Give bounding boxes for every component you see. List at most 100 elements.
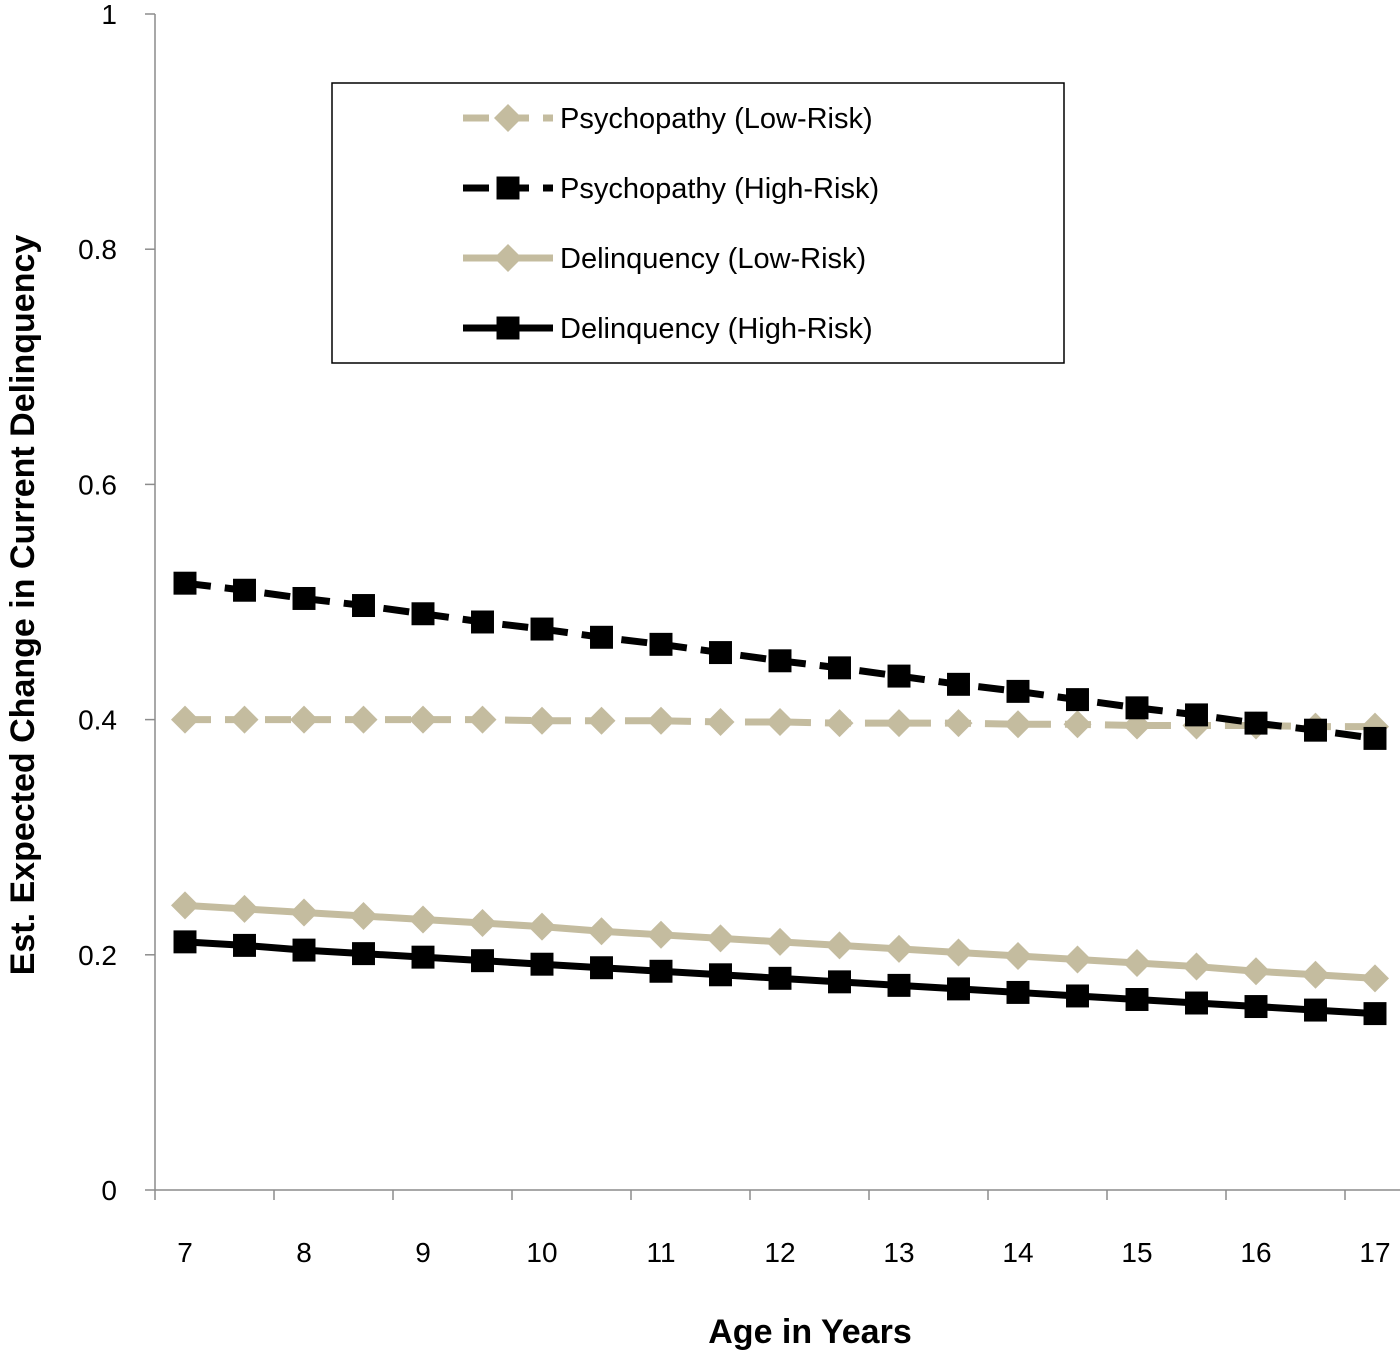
data-point: [173, 571, 197, 595]
y-tick-label: 0.4: [78, 705, 117, 736]
series-3: [171, 891, 1389, 993]
legend-box: [331, 82, 1065, 364]
data-point: [1244, 995, 1268, 1019]
x-tick-label: 17: [1359, 1237, 1390, 1268]
series-2: [173, 571, 1387, 750]
data-point: [471, 949, 494, 973]
data-point: [1301, 960, 1330, 989]
data-point: [530, 952, 554, 976]
legend-marker: [496, 176, 520, 200]
data-point: [887, 973, 911, 997]
data-point: [944, 709, 973, 738]
data-point: [409, 905, 437, 934]
data-point: [1185, 991, 1208, 1015]
data-point: [171, 705, 199, 734]
legend-marker: [494, 104, 522, 132]
data-point: [468, 909, 497, 938]
data-point: [1063, 945, 1092, 974]
data-point: [766, 927, 794, 956]
x-tick-label: 9: [415, 1237, 431, 1268]
data-point: [766, 707, 794, 736]
y-tick-label: 1: [101, 0, 117, 30]
data-point: [1242, 957, 1270, 986]
data-point: [292, 938, 316, 962]
legend-entry: Psychopathy (High-Risk): [463, 173, 879, 205]
data-point: [825, 931, 854, 960]
data-point: [828, 656, 851, 680]
data-point: [230, 894, 259, 923]
data-point: [647, 706, 675, 735]
data-point: [590, 625, 613, 649]
data-point: [1006, 679, 1030, 703]
data-point: [1063, 710, 1092, 739]
data-point: [1361, 964, 1389, 993]
data-point: [233, 933, 256, 957]
data-point: [1182, 952, 1211, 981]
legend-label: Psychopathy (High-Risk): [560, 173, 879, 205]
data-point: [828, 970, 851, 994]
data-point: [528, 912, 556, 941]
data-point: [349, 901, 378, 930]
data-point: [768, 649, 792, 673]
data-point: [885, 709, 913, 738]
x-tick-label: 15: [1121, 1237, 1152, 1268]
data-point: [1304, 998, 1327, 1022]
data-point: [352, 942, 375, 966]
data-point: [290, 898, 318, 927]
data-point: [1125, 988, 1149, 1011]
data-point: [230, 705, 259, 734]
y-tick-label: 0.2: [78, 940, 117, 971]
data-point: [587, 917, 616, 946]
legend-label: Delinquency (High-Risk): [560, 313, 873, 345]
data-point: [1066, 688, 1089, 712]
data-point: [1006, 980, 1030, 1004]
data-point: [1363, 1002, 1387, 1026]
data-point: [1004, 710, 1032, 739]
data-point: [173, 930, 197, 954]
data-point: [706, 707, 735, 736]
series-4: [173, 930, 1387, 1026]
data-point: [947, 672, 970, 696]
y-tick-label: 0: [101, 1175, 117, 1206]
data-point: [944, 938, 973, 967]
data-point: [1123, 949, 1151, 978]
data-point: [292, 586, 316, 610]
legend-entry: Delinquency (Low-Risk): [463, 243, 866, 275]
legend: Psychopathy (Low-Risk) Psychopathy (High-…: [331, 82, 1065, 364]
data-point: [647, 920, 675, 949]
data-point: [233, 578, 256, 602]
data-point: [768, 966, 792, 990]
series-layer: [171, 571, 1389, 1026]
x-tick-label: 10: [526, 1237, 557, 1268]
data-point: [947, 977, 970, 1001]
data-point: [706, 924, 735, 953]
legend-entry: Delinquency (High-Risk): [463, 313, 873, 345]
data-point: [409, 705, 437, 734]
data-point: [1304, 718, 1327, 742]
axes: 00.20.40.60.817 8 9 10 11 12 13 14 15 16 17: [78, 0, 1400, 1268]
data-point: [411, 602, 435, 626]
data-point: [349, 705, 378, 734]
data-point: [528, 706, 556, 735]
data-point: [649, 959, 673, 983]
legend-entry: Psychopathy (Low-Risk): [463, 103, 873, 135]
y-tick-label: 0.6: [78, 469, 117, 500]
legend-label: Delinquency (Low-Risk): [560, 243, 866, 275]
data-point: [530, 617, 554, 641]
data-point: [290, 705, 318, 734]
data-point: [1363, 726, 1387, 750]
data-point: [1244, 711, 1268, 735]
data-point: [471, 610, 494, 634]
data-point: [885, 934, 913, 963]
data-point: [411, 945, 435, 969]
x-axis-title: Age in Years: [708, 1313, 912, 1351]
x-tick-label: 13: [883, 1237, 914, 1268]
data-point: [887, 664, 911, 688]
data-point: [709, 641, 732, 665]
data-point: [587, 706, 616, 735]
data-point: [171, 891, 199, 920]
data-point: [709, 963, 732, 987]
data-point: [590, 956, 613, 980]
data-point: [1004, 941, 1032, 970]
